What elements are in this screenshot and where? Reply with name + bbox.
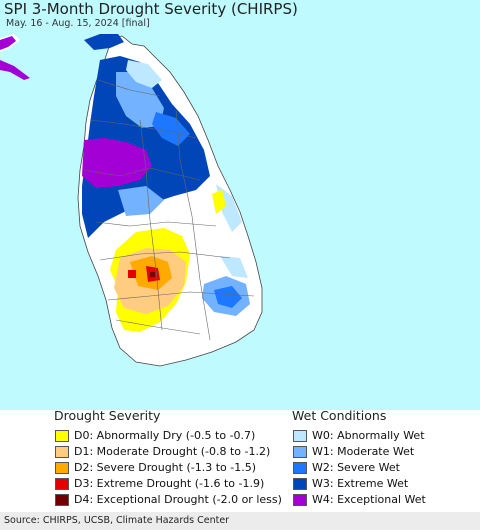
southeast-severe-wet-region <box>214 286 242 308</box>
wet-legend-title: Wet Conditions <box>292 408 387 423</box>
legend-label-d3: D3: Extreme Drought (-1.6 to -1.9) <box>74 477 265 490</box>
legend-item-w3: W3: Extreme Wet <box>293 476 408 491</box>
footer-bar: Source: CHIRPS, UCSB, Climate Hazards Ce… <box>0 512 480 530</box>
legend-swatch-w0 <box>293 429 307 442</box>
northwest-exceptional-wet-region <box>82 138 152 188</box>
central-moderate-wet-region <box>118 186 164 216</box>
east-abnormally-dry-patch <box>212 190 226 214</box>
district-boundary <box>95 221 217 227</box>
legend-swatch-d2 <box>55 461 69 474</box>
legend-item-w1: W1: Moderate Wet <box>293 444 414 459</box>
legend-item-d4: D4: Exceptional Drought (-2.0 or less) <box>55 492 282 507</box>
legend-swatch-w2 <box>293 461 307 474</box>
district-boundary <box>99 251 231 261</box>
map-subtitle: May. 16 - Aug. 15, 2024 [final] <box>6 18 150 29</box>
source-credit: Source: CHIRPS, UCSB, Climate Hazards Ce… <box>4 515 230 526</box>
india-exceptional-wet-coast <box>0 60 30 80</box>
legend-label-d1: D1: Moderate Drought (-0.8 to -1.2) <box>74 445 271 458</box>
legend-label-d2: D2: Severe Drought (-1.3 to -1.5) <box>74 461 257 474</box>
legend-swatch-w1 <box>293 445 307 458</box>
northeast-severe-wet-region <box>152 112 190 146</box>
legend-item-d2: D2: Severe Drought (-1.3 to -1.5) <box>55 460 256 475</box>
legend-swatch-d1 <box>55 445 69 458</box>
central-extreme-drought-spot <box>128 270 136 278</box>
district-boundary <box>139 119 163 331</box>
legend-item-d0: D0: Abnormally Dry (-0.5 to -0.7) <box>55 428 255 443</box>
legend-item-w4: W4: Exceptional Wet <box>293 492 426 507</box>
drought-legend-title: Drought Severity <box>54 408 161 423</box>
sri-lanka-drought-map <box>0 0 480 410</box>
legend-item-d1: D1: Moderate Drought (-0.8 to -1.2) <box>55 444 270 459</box>
legend-label-w1: W1: Moderate Wet <box>312 445 415 458</box>
legend-swatch-d0 <box>55 429 69 442</box>
legend-item-w2: W2: Severe Wet <box>293 460 400 475</box>
district-boundaries <box>83 79 255 341</box>
district-boundary <box>97 79 161 97</box>
legend-item-d3: D3: Extreme Drought (-1.6 to -1.9) <box>55 476 264 491</box>
legend-label-d4: D4: Exceptional Drought (-2.0 or less) <box>74 493 282 506</box>
district-boundary <box>107 291 255 301</box>
central-exceptional-drought-spot <box>150 272 155 277</box>
map-title: SPI 3-Month Drought Severity (CHIRPS) <box>4 0 298 18</box>
legend-swatch-d3 <box>55 477 69 490</box>
india-exceptional-wet-patch <box>0 36 16 50</box>
southeast-abnormally-wet-region <box>220 256 248 278</box>
legend-swatch-w3 <box>293 477 307 490</box>
legend-label-d0: D0: Abnormally Dry (-0.5 to -0.7) <box>74 429 256 442</box>
district-boundary <box>83 167 201 181</box>
north-extreme-wet-region <box>82 56 210 238</box>
ocean-background <box>0 0 480 410</box>
legend-swatch-w4 <box>293 493 307 506</box>
legend-label-w4: W4: Exceptional Wet <box>312 493 426 506</box>
legend-label-w3: W3: Extreme Wet <box>312 477 409 490</box>
north-moderate-wet-region <box>116 72 164 128</box>
district-boundary <box>175 109 211 341</box>
legend-item-w0: W0: Abnormally Wet <box>293 428 425 443</box>
legend-label-w2: W2: Severe Wet <box>312 461 400 474</box>
district-boundary <box>115 319 201 335</box>
north-abnormally-wet-region <box>126 60 162 88</box>
jaffna-peninsula <box>84 34 124 50</box>
legend-label-w0: W0: Abnormally Wet <box>312 429 425 442</box>
legend-swatch-d4 <box>55 493 69 506</box>
